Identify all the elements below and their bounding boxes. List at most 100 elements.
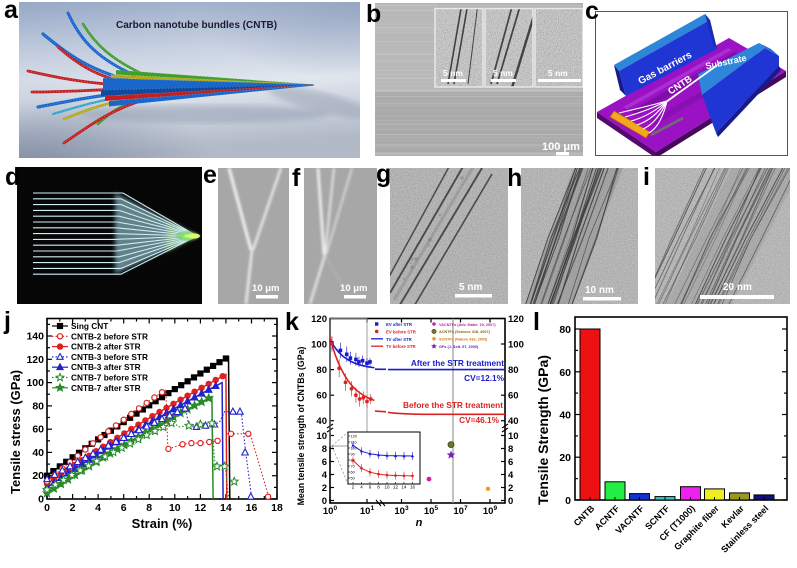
- svg-text:EV before STR: EV before STR: [386, 329, 417, 334]
- svg-text:60: 60: [32, 424, 44, 436]
- svg-text:120: 120: [508, 314, 524, 325]
- svg-text:Carbon nanotube bundles (CNTB): Carbon nanotube bundles (CNTB): [116, 20, 277, 31]
- svg-text:109: 109: [483, 505, 498, 517]
- svg-text:0: 0: [565, 495, 571, 507]
- svg-text:0: 0: [322, 496, 327, 507]
- svg-text:80: 80: [508, 365, 519, 376]
- svg-text:8: 8: [146, 502, 152, 514]
- svg-text:CNTB-3 after STR: CNTB-3 after STR: [71, 362, 141, 372]
- svg-text:40: 40: [559, 410, 571, 422]
- svg-text:100 μm: 100 μm: [542, 141, 580, 153]
- svg-text:12: 12: [195, 502, 207, 514]
- svg-text:0: 0: [38, 494, 44, 506]
- svg-text:6: 6: [322, 457, 327, 468]
- svg-text:CNTB-2 before STR: CNTB-2 before STR: [71, 331, 148, 341]
- svg-text:10: 10: [316, 431, 327, 442]
- svg-text:120: 120: [351, 435, 357, 439]
- svg-text:60: 60: [559, 367, 571, 379]
- svg-text:60: 60: [351, 471, 355, 475]
- svg-text:60: 60: [316, 391, 327, 402]
- svg-text:CNTB-7 after STR: CNTB-7 after STR: [71, 383, 141, 393]
- svg-text:105: 105: [424, 505, 439, 517]
- svg-text:VACNTFs (Adv. Mater. 19, 2007): VACNTFs (Adv. Mater. 19, 2007): [439, 323, 496, 327]
- svg-text:18: 18: [271, 502, 283, 514]
- svg-text:40: 40: [316, 416, 327, 427]
- svg-text:80: 80: [32, 400, 44, 412]
- svg-text:103: 103: [394, 505, 409, 517]
- svg-text:10 nm: 10 nm: [585, 285, 614, 296]
- svg-text:CV=46.1%: CV=46.1%: [459, 415, 500, 425]
- svg-text:140: 140: [26, 331, 44, 343]
- svg-text:Sing CNT: Sing CNT: [71, 321, 108, 331]
- svg-text:GFs (J. Sett. 57, 2000): GFs (J. Sett. 57, 2000): [439, 345, 479, 349]
- svg-text:2: 2: [508, 483, 513, 494]
- svg-text:After the STR treatment: After the STR treatment: [411, 358, 504, 368]
- svg-text:6: 6: [508, 457, 513, 468]
- svg-text:14: 14: [401, 485, 407, 490]
- svg-text:40: 40: [508, 416, 519, 427]
- svg-text:100: 100: [26, 377, 44, 389]
- svg-text:107: 107: [453, 505, 468, 517]
- svg-text:5 nm: 5 nm: [459, 282, 482, 293]
- svg-text:100: 100: [508, 340, 524, 351]
- svg-text:5 nm: 5 nm: [443, 68, 463, 78]
- svg-text:0: 0: [508, 496, 513, 507]
- svg-text:4: 4: [322, 470, 328, 481]
- svg-text:70: 70: [351, 465, 355, 469]
- svg-text:10 μm: 10 μm: [252, 283, 279, 294]
- svg-text:2: 2: [352, 485, 355, 490]
- svg-text:5 nm: 5 nm: [548, 68, 568, 78]
- svg-text:Strain (%): Strain (%): [132, 516, 193, 531]
- svg-text:14: 14: [220, 502, 232, 514]
- svg-text:6: 6: [121, 502, 127, 514]
- svg-text:TV before STR: TV before STR: [386, 344, 417, 349]
- svg-text:EV after STR: EV after STR: [386, 322, 413, 327]
- svg-text:4: 4: [360, 485, 363, 490]
- svg-text:4: 4: [95, 502, 101, 514]
- svg-text:2: 2: [70, 502, 76, 514]
- svg-text:n: n: [416, 517, 423, 529]
- svg-text:2: 2: [322, 483, 327, 494]
- svg-text:4: 4: [508, 470, 514, 481]
- svg-text:TV after STR: TV after STR: [386, 337, 413, 342]
- svg-text:80: 80: [559, 324, 571, 336]
- svg-text:20: 20: [559, 452, 571, 464]
- svg-text:40: 40: [32, 447, 44, 459]
- svg-text:8: 8: [508, 444, 513, 455]
- svg-text:12: 12: [393, 485, 399, 490]
- svg-text:120: 120: [311, 314, 327, 325]
- svg-text:6: 6: [369, 485, 372, 490]
- svg-text:SCNTFs (Nature 433, 2003): SCNTFs (Nature 433, 2003): [439, 338, 488, 342]
- svg-text:Tensile Strength (GPa): Tensile Strength (GPa): [535, 355, 551, 505]
- svg-text:100: 100: [323, 505, 338, 517]
- svg-text:CV=12.1%: CV=12.1%: [464, 373, 505, 383]
- svg-text:CNTB-2 after STR: CNTB-2 after STR: [71, 342, 141, 352]
- svg-text:ACNTFs (Science 318, 2007): ACNTFs (Science 318, 2007): [439, 330, 491, 334]
- svg-text:16: 16: [410, 485, 416, 490]
- svg-text:Tensile stress (GPa): Tensile stress (GPa): [8, 370, 23, 494]
- svg-text:100: 100: [351, 447, 357, 451]
- svg-text:10: 10: [384, 485, 390, 490]
- svg-text:120: 120: [26, 354, 44, 366]
- svg-text:CNTB-7 before STR: CNTB-7 before STR: [71, 373, 148, 383]
- svg-text:10: 10: [508, 431, 519, 442]
- svg-text:20 nm: 20 nm: [723, 282, 752, 293]
- svg-text:Before the STR treatment: Before the STR treatment: [403, 400, 503, 410]
- svg-text:Mean tensile strength of CNTBs: Mean tensile strength of CNTBs (GPa): [296, 347, 306, 506]
- svg-text:101: 101: [360, 505, 375, 517]
- svg-text:16: 16: [246, 502, 258, 514]
- svg-text:10: 10: [169, 502, 181, 514]
- svg-text:110: 110: [351, 441, 357, 445]
- svg-text:50: 50: [351, 477, 355, 481]
- svg-text:0: 0: [44, 502, 50, 514]
- svg-text:8: 8: [377, 485, 380, 490]
- svg-text:5 nm: 5 nm: [493, 68, 513, 78]
- svg-text:8: 8: [322, 444, 327, 455]
- svg-text:80: 80: [316, 365, 327, 376]
- svg-text:20: 20: [32, 470, 44, 482]
- svg-text:CNTB-3 before STR: CNTB-3 before STR: [71, 352, 148, 362]
- svg-text:90: 90: [351, 453, 355, 457]
- svg-text:100: 100: [311, 340, 327, 351]
- svg-text:10 μm: 10 μm: [340, 283, 367, 294]
- svg-text:60: 60: [508, 391, 519, 402]
